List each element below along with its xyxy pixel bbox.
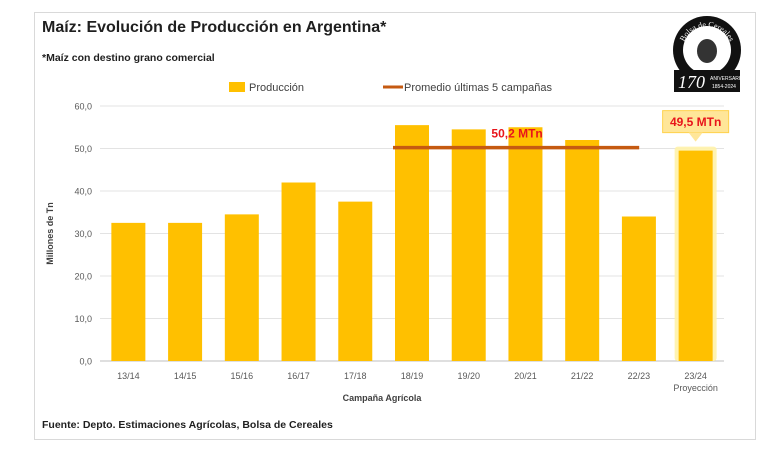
average-line-label: 50,2 MTn bbox=[491, 127, 542, 141]
y-tick-label: 20,0 bbox=[74, 272, 92, 282]
legend-swatch-bars bbox=[229, 82, 245, 92]
bar bbox=[565, 140, 600, 361]
x-tick-label: 15/16 bbox=[231, 371, 254, 381]
x-tick-label: 18/19 bbox=[401, 371, 424, 381]
logo-banner bbox=[674, 70, 740, 92]
bar bbox=[168, 222, 203, 361]
x-tick-label: 20/21 bbox=[514, 371, 537, 381]
x-tick-label: 22/23 bbox=[628, 371, 651, 381]
x-tick-label: 16/17 bbox=[287, 371, 310, 381]
bar bbox=[111, 222, 146, 361]
legend-label-bars: Producción bbox=[249, 82, 304, 94]
y-tick-label: 40,0 bbox=[74, 187, 92, 197]
bar bbox=[281, 182, 316, 361]
logo-portrait bbox=[697, 39, 717, 63]
y-tick-label: 50,0 bbox=[74, 144, 92, 154]
y-tick-label: 10,0 bbox=[74, 314, 92, 324]
bar bbox=[338, 201, 373, 361]
x-tick-label: 23/24 bbox=[684, 371, 707, 381]
logo-anniversary: 170 bbox=[678, 72, 705, 92]
x-tick-label: 13/14 bbox=[117, 371, 140, 381]
y-tick-label: 0,0 bbox=[79, 357, 92, 367]
logo-years: 1854-2024 bbox=[712, 84, 736, 90]
legend-label-line: Promedio últimas 5 campañas bbox=[404, 82, 552, 94]
bar bbox=[508, 127, 543, 361]
callout-pointer bbox=[688, 132, 703, 142]
bar bbox=[451, 129, 486, 361]
x-tick-sublabel: Proyección bbox=[673, 383, 718, 393]
x-tick-label: 21/22 bbox=[571, 371, 594, 381]
x-tick-label: 14/15 bbox=[174, 371, 197, 381]
x-tick-label: 19/20 bbox=[457, 371, 480, 381]
bar bbox=[621, 216, 656, 361]
y-tick-label: 60,0 bbox=[74, 102, 92, 112]
bar bbox=[678, 150, 713, 361]
callout-label: 49,5 MTn bbox=[670, 115, 721, 129]
chart-title: Maíz: Evolución de Producción en Argenti… bbox=[42, 19, 387, 36]
logo-anniversary-label: ANIVERSARIO bbox=[710, 76, 744, 82]
y-tick-label: 30,0 bbox=[74, 229, 92, 239]
bolsa-de-cereales-logo: Bolsa de Cereales 170 ANIVERSARIO 1854-2… bbox=[673, 16, 744, 92]
source-note: Fuente: Depto. Estimaciones Agrícolas, B… bbox=[42, 419, 333, 431]
bar bbox=[224, 214, 259, 361]
x-tick-label: 17/18 bbox=[344, 371, 367, 381]
x-axis-label: Campaña Agrícola bbox=[343, 393, 423, 403]
bar bbox=[395, 125, 429, 361]
y-axis-label: Millones de Tn bbox=[45, 202, 55, 265]
chart-subtitle: *Maíz con destino grano comercial bbox=[42, 52, 215, 64]
